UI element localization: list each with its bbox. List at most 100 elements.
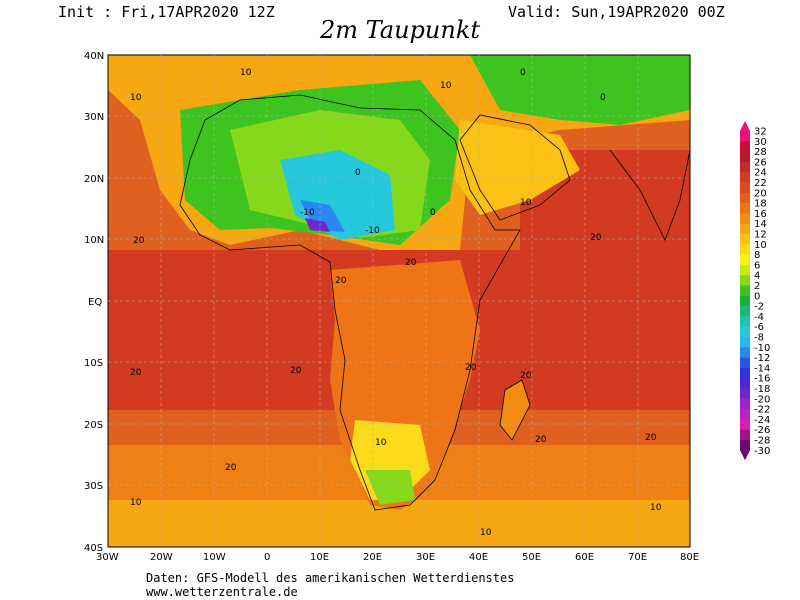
contour-label: 0 bbox=[600, 93, 606, 103]
color-scale-label: 32 bbox=[754, 127, 767, 138]
lon-tick: 20E bbox=[363, 552, 382, 563]
color-scale-label: -6 bbox=[754, 322, 764, 333]
color-scale-label: 14 bbox=[754, 219, 767, 230]
color-scale-label: -20 bbox=[754, 394, 770, 405]
lon-tick: 50E bbox=[522, 552, 541, 563]
color-scale-label: 22 bbox=[754, 178, 767, 189]
color-scale-label: 2 bbox=[754, 281, 760, 292]
contour-label: 20 bbox=[465, 363, 477, 373]
color-scale-label: 8 bbox=[754, 250, 760, 261]
color-scale-swatch bbox=[740, 131, 750, 142]
color-scale-swatch bbox=[740, 203, 750, 214]
lat-tick: 20S bbox=[84, 420, 103, 431]
lon-tick: 30E bbox=[416, 552, 435, 563]
arabia-dry bbox=[455, 120, 580, 215]
color-scale-swatch bbox=[740, 213, 750, 224]
contour-label: 10 bbox=[520, 198, 532, 208]
color-scale-label: 16 bbox=[754, 209, 767, 220]
color-scale-swatch bbox=[740, 337, 750, 348]
contour-label: 0 bbox=[520, 68, 526, 78]
color-scale-label: 26 bbox=[754, 157, 767, 168]
color-scale-swatch bbox=[740, 316, 750, 327]
lat-tick: 20N bbox=[84, 174, 104, 185]
color-scale-label: -14 bbox=[754, 363, 770, 374]
color-scale-label: 18 bbox=[754, 199, 767, 210]
valid-time-label: Valid: Sun,19APR2020 00Z bbox=[508, 3, 725, 21]
contour-label: 10 bbox=[240, 68, 252, 78]
color-scale-swatch bbox=[740, 367, 750, 379]
color-scale-label: 0 bbox=[754, 291, 760, 302]
lat-tick: 40S bbox=[84, 543, 103, 554]
arabia-coastline bbox=[459, 114, 571, 221]
color-scale-label: 28 bbox=[754, 147, 767, 158]
longitude-axis: 30W 20W 10W 0 10E 20E 30E 40E 50E 60E 70… bbox=[96, 552, 699, 563]
lon-tick: 60E bbox=[575, 552, 594, 563]
color-scale-swatch bbox=[740, 192, 750, 204]
scale-max-arrow bbox=[740, 121, 750, 131]
india-coastline bbox=[609, 149, 691, 241]
contour-label: -10 bbox=[300, 208, 315, 218]
graticule bbox=[108, 55, 690, 547]
color-scale-label: -30 bbox=[754, 446, 770, 457]
violet-spot bbox=[305, 218, 330, 232]
lat-tick: 10N bbox=[84, 235, 104, 246]
contour-label: 20 bbox=[535, 435, 547, 445]
lon-tick: 40E bbox=[469, 552, 488, 563]
color-scale-swatch bbox=[740, 275, 750, 286]
karoo-dry bbox=[365, 470, 415, 505]
lat-tick: 10S bbox=[84, 358, 103, 369]
color-scale-label: -26 bbox=[754, 425, 770, 436]
contour-label: 20 bbox=[133, 236, 145, 246]
lon-tick: 20W bbox=[150, 552, 173, 563]
website-credit: www.wetterzentrale.de bbox=[146, 585, 298, 599]
contour-label: 10 bbox=[480, 528, 492, 538]
color-scale-swatch bbox=[740, 151, 750, 163]
color-scale-label: -8 bbox=[754, 333, 764, 344]
contour-label: 0 bbox=[430, 208, 436, 218]
color-scale-swatch bbox=[740, 419, 750, 430]
lon-tick: 80E bbox=[680, 552, 699, 563]
color-scale-swatch bbox=[740, 264, 750, 276]
color-scale-label: 30 bbox=[754, 137, 767, 148]
lat-tick: 30N bbox=[84, 112, 104, 123]
lat-tick: 40N bbox=[84, 51, 104, 62]
init-time-label: Init : Fri,17APR2020 12Z bbox=[58, 3, 275, 21]
scale-min-arrow bbox=[740, 450, 750, 461]
color-scale-swatch bbox=[740, 141, 750, 152]
color-scale-swatch bbox=[740, 388, 750, 400]
color-scale-swatch bbox=[740, 347, 750, 358]
contour-label: 20 bbox=[130, 368, 142, 378]
madagascar-coastline bbox=[499, 379, 531, 441]
lon-tick: 10E bbox=[310, 552, 329, 563]
color-scale-label: -2 bbox=[754, 302, 764, 313]
color-scale-swatch bbox=[740, 306, 750, 317]
contour-label: 20 bbox=[225, 463, 237, 473]
coastlines bbox=[179, 94, 691, 511]
contour-labels: -10 -10 0 0 0 0 10 10 10 10 10 10 10 10 … bbox=[130, 68, 662, 538]
color-scale-swatch bbox=[740, 182, 750, 194]
madagascar bbox=[500, 380, 530, 440]
color-scale-swatch bbox=[740, 440, 750, 451]
color-scale-label: -10 bbox=[754, 343, 770, 354]
color-scale-label: -4 bbox=[754, 312, 764, 323]
color-scale-swatch bbox=[740, 378, 750, 389]
color-scale-swatch bbox=[740, 285, 750, 297]
data-source-note: Daten: GFS-Modell des amerikanischen Wet… bbox=[146, 571, 515, 585]
color-scale-label: -18 bbox=[754, 384, 770, 395]
color-scale-swatch bbox=[740, 295, 750, 307]
lon-tick: 30W bbox=[96, 552, 119, 563]
contour-label: 10 bbox=[650, 503, 662, 513]
color-scale-swatch bbox=[740, 234, 750, 245]
color-scale-swatch bbox=[740, 161, 750, 173]
color-scale-label: -24 bbox=[754, 415, 770, 426]
color-scale-label: 10 bbox=[754, 240, 767, 251]
africa-coastline bbox=[179, 94, 521, 511]
color-scale-label: -22 bbox=[754, 405, 770, 416]
color-scale-swatch bbox=[740, 223, 750, 235]
contour-label: 10 bbox=[440, 81, 452, 91]
color-scale-label: 12 bbox=[754, 230, 767, 241]
contour-label: -10 bbox=[365, 226, 380, 236]
color-scale-label: -12 bbox=[754, 353, 770, 364]
color-scale-swatch bbox=[740, 254, 750, 266]
